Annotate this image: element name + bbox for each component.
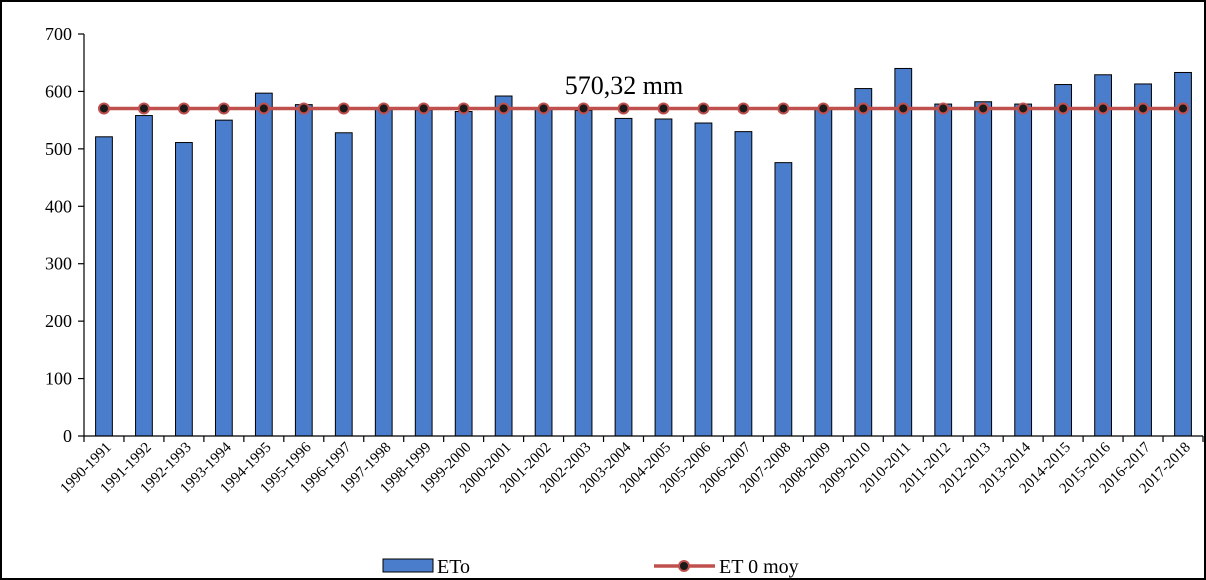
y-tick-label: 100 (45, 369, 72, 389)
point-et0-moy-2007-2008 (777, 102, 790, 115)
point-et0-moy-2003-2004 (617, 102, 630, 115)
y-tick-label: 700 (45, 24, 72, 44)
legend-label-et0-moy: ET 0 moy (719, 556, 799, 578)
bar-eto-2009-2010 (854, 88, 873, 437)
y-tick-label: 600 (45, 81, 72, 101)
bar-eto-2004-2005 (654, 118, 673, 437)
point-et0-moy-2015-2016 (1097, 102, 1110, 115)
y-tick-label: 0 (63, 426, 72, 446)
point-et0-moy-1994-1995 (257, 102, 270, 115)
legend-swatch-marker-et0-moy (678, 560, 690, 572)
point-et0-moy-2010-2011 (897, 102, 910, 115)
bar-eto-2002-2003 (574, 109, 593, 437)
bar-eto-1992-1993 (175, 142, 193, 437)
bar-eto-1990-1991 (95, 136, 113, 437)
bar-eto-2005-2006 (694, 122, 713, 437)
point-et0-moy-1990-1991 (97, 102, 110, 115)
bar-eto-2000-2001 (494, 95, 513, 437)
mean-annotation-label: 570,32 mm (565, 71, 683, 100)
point-et0-moy-2001-2002 (537, 102, 550, 115)
point-et0-moy-1991-1992 (137, 102, 150, 115)
bar-eto-2007-2008 (774, 162, 793, 437)
point-et0-moy-2011-2012 (937, 102, 950, 115)
point-et0-moy-1996-1997 (337, 102, 350, 115)
point-et0-moy-1998-1999 (417, 102, 430, 115)
bar-eto-2015-2016 (1094, 74, 1112, 437)
bar-eto-1998-1999 (414, 109, 433, 437)
point-et0-moy-2014-2015 (1057, 102, 1070, 115)
bar-eto-2006-2007 (734, 131, 753, 437)
bar-eto-1995-1996 (294, 104, 313, 437)
point-et0-moy-2012-2013 (977, 102, 990, 115)
legend: ETo ET 0 moy (382, 556, 799, 578)
bar-eto-2011-2012 (934, 103, 953, 437)
point-et0-moy-1993-1994 (217, 102, 230, 115)
point-et0-moy-2004-2005 (657, 102, 670, 115)
bar-eto-2013-2014 (1014, 103, 1033, 437)
legend-label-eto: ETo (437, 556, 470, 578)
y-tick-label: 300 (45, 254, 72, 274)
bar-series-eto (95, 67, 1192, 437)
point-et0-moy-2016-2017 (1137, 102, 1150, 115)
bar-eto-1997-1998 (374, 108, 393, 437)
bar-eto-1999-2000 (454, 111, 473, 437)
bar-eto-2012-2013 (974, 101, 993, 437)
bar-eto-1996-1997 (334, 132, 353, 437)
point-et0-moy-2013-2014 (1017, 102, 1030, 115)
point-et0-moy-1997-1998 (377, 102, 390, 115)
y-tick-label: 200 (45, 311, 72, 331)
point-et0-moy-1999-2000 (457, 102, 470, 115)
point-et0-moy-2000-2001 (497, 102, 510, 115)
bar-eto-2010-2011 (894, 67, 913, 437)
point-et0-moy-2017-2018 (1177, 102, 1190, 115)
point-et0-moy-1992-1993 (177, 102, 190, 115)
bar-eto-2003-2004 (614, 117, 633, 437)
bar-eto-2014-2015 (1054, 84, 1073, 437)
point-et0-moy-1995-1996 (297, 102, 310, 115)
y-tick-label: 500 (45, 139, 72, 159)
bar-eto-2016-2017 (1134, 83, 1152, 437)
y-tick-label: 400 (45, 196, 72, 216)
bar-eto-1994-1995 (254, 92, 273, 437)
point-et0-moy-2008-2009 (817, 102, 830, 115)
line-series-et0-moy (97, 102, 1190, 115)
point-et0-moy-2009-2010 (857, 102, 870, 115)
y-axis: 0 100 200 300 400 500 600 700 (45, 24, 85, 446)
bar-eto-2001-2002 (534, 108, 553, 437)
point-et0-moy-2005-2006 (697, 102, 710, 115)
bar-eto-2008-2009 (814, 108, 833, 437)
point-et0-moy-2002-2003 (577, 102, 590, 115)
legend-swatch-eto (382, 558, 434, 573)
bar-eto-1993-1994 (214, 119, 233, 437)
bar-eto-2017-2018 (1174, 71, 1192, 437)
point-et0-moy-2006-2007 (737, 102, 750, 115)
bar-eto-1991-1992 (135, 115, 153, 437)
